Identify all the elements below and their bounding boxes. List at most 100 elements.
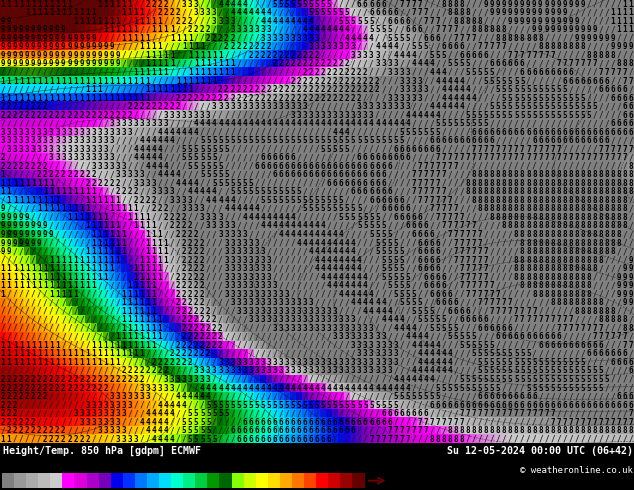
Text: 7: 7 xyxy=(520,307,524,316)
Text: /: / xyxy=(122,51,126,60)
Text: 2: 2 xyxy=(218,94,223,102)
Text: /: / xyxy=(218,76,223,86)
Text: 5: 5 xyxy=(327,8,332,17)
Text: /: / xyxy=(31,290,36,299)
Text: 8: 8 xyxy=(465,8,470,17)
Text: 4: 4 xyxy=(254,8,259,17)
Text: /: / xyxy=(429,409,434,418)
Text: 1: 1 xyxy=(91,341,96,350)
Text: /: / xyxy=(526,25,531,34)
Bar xyxy=(62,473,74,488)
Text: 2: 2 xyxy=(194,315,198,324)
Text: /: / xyxy=(496,51,500,60)
Text: /: / xyxy=(61,409,66,418)
Text: 9: 9 xyxy=(67,59,72,69)
Text: 1: 1 xyxy=(152,239,157,247)
Text: /: / xyxy=(55,162,60,171)
Text: /: / xyxy=(453,315,458,324)
Text: 9: 9 xyxy=(31,51,36,60)
Text: 5: 5 xyxy=(417,298,422,307)
Text: 7: 7 xyxy=(417,187,422,196)
Text: 7: 7 xyxy=(424,8,428,17)
Text: 3: 3 xyxy=(230,17,235,26)
Text: /: / xyxy=(273,409,277,418)
Text: 1: 1 xyxy=(49,272,54,282)
Text: /: / xyxy=(574,409,579,418)
Text: 6: 6 xyxy=(629,102,633,111)
Text: 5: 5 xyxy=(236,179,241,188)
Text: 7: 7 xyxy=(562,417,567,427)
Text: 8: 8 xyxy=(484,196,488,205)
Text: /: / xyxy=(19,435,23,443)
Text: 7: 7 xyxy=(526,145,531,154)
Text: 3: 3 xyxy=(230,264,235,273)
Text: /: / xyxy=(453,290,458,299)
Text: /: / xyxy=(134,230,138,239)
Text: 6: 6 xyxy=(617,128,621,137)
Text: 2: 2 xyxy=(146,196,150,205)
Text: /: / xyxy=(411,264,416,273)
Text: /: / xyxy=(405,315,410,324)
Bar xyxy=(219,473,231,488)
Text: /: / xyxy=(357,145,361,154)
Text: 3: 3 xyxy=(266,272,271,282)
Text: /: / xyxy=(297,153,301,162)
Text: /: / xyxy=(460,111,464,120)
Text: 5: 5 xyxy=(321,145,325,154)
Text: 9: 9 xyxy=(623,272,627,282)
Text: /: / xyxy=(91,426,96,435)
Text: /: / xyxy=(266,349,271,358)
Text: 8: 8 xyxy=(592,196,597,205)
Text: /: / xyxy=(345,153,349,162)
Text: 3: 3 xyxy=(381,341,385,350)
Text: /: / xyxy=(333,34,337,43)
Text: 3: 3 xyxy=(127,392,132,401)
Text: 2: 2 xyxy=(158,102,162,111)
Text: 1: 1 xyxy=(79,187,84,196)
Text: 7: 7 xyxy=(387,435,392,443)
Text: 1: 1 xyxy=(127,76,132,86)
Text: 2: 2 xyxy=(31,162,36,171)
Text: 8: 8 xyxy=(562,171,567,179)
Text: /: / xyxy=(152,213,157,222)
Text: 6: 6 xyxy=(405,221,410,230)
Text: 6: 6 xyxy=(369,153,373,162)
Text: 7: 7 xyxy=(448,417,452,427)
Text: /: / xyxy=(55,400,60,410)
Text: 8: 8 xyxy=(490,426,495,435)
Text: /: / xyxy=(598,290,603,299)
Text: /: / xyxy=(472,307,476,316)
Text: 5: 5 xyxy=(194,162,198,171)
Text: 4: 4 xyxy=(218,384,223,392)
Text: 5: 5 xyxy=(484,76,488,86)
Text: 2: 2 xyxy=(194,307,198,316)
Text: 2: 2 xyxy=(273,51,277,60)
Text: 4: 4 xyxy=(309,384,313,392)
Text: /: / xyxy=(520,324,524,333)
Text: 3: 3 xyxy=(375,51,380,60)
Text: /: / xyxy=(441,128,446,137)
Text: 2: 2 xyxy=(333,85,337,94)
Text: /: / xyxy=(200,221,205,230)
Text: /: / xyxy=(273,341,277,350)
Text: 7: 7 xyxy=(424,196,428,205)
Text: /: / xyxy=(127,179,132,188)
Text: 5: 5 xyxy=(514,349,519,358)
Text: /: / xyxy=(224,426,229,435)
Text: 8: 8 xyxy=(550,256,555,265)
Text: 8: 8 xyxy=(623,324,627,333)
Text: /: / xyxy=(182,119,186,128)
Text: 3: 3 xyxy=(218,230,223,239)
Text: /: / xyxy=(429,76,434,86)
Text: 6: 6 xyxy=(623,111,627,120)
Text: /: / xyxy=(399,179,404,188)
Text: /: / xyxy=(321,102,325,111)
Text: 3: 3 xyxy=(393,59,398,69)
Text: 6: 6 xyxy=(285,162,289,171)
Text: 5: 5 xyxy=(574,384,579,392)
Text: 9: 9 xyxy=(13,239,17,247)
Text: /: / xyxy=(550,307,555,316)
Text: /: / xyxy=(532,43,537,51)
Text: /: / xyxy=(85,290,90,299)
Text: 9: 9 xyxy=(37,43,42,51)
